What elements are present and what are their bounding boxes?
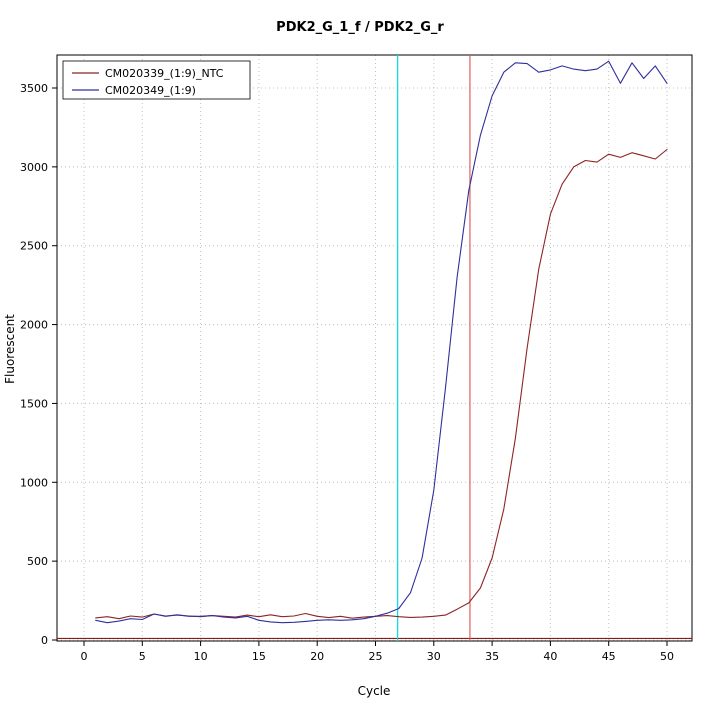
x-tick-label: 15: [252, 650, 266, 663]
x-tick-label: 10: [194, 650, 208, 663]
y-tick-label: 2500: [20, 240, 48, 253]
x-tick-label: 5: [139, 650, 146, 663]
x-tick-label: 35: [485, 650, 499, 663]
x-tick-label: 30: [427, 650, 441, 663]
series-line-1: [95, 60, 668, 624]
chart-title: PDK2_G_1_f / PDK2_G_r: [276, 20, 444, 35]
y-tick-label: 500: [27, 555, 48, 568]
series-line-0: [95, 148, 668, 620]
legend-label: CM020339_(1:9)_NTC: [105, 67, 224, 80]
y-tick-label: 1000: [20, 476, 48, 489]
x-tick-label: 0: [81, 650, 88, 663]
y-tick-label: 2000: [20, 319, 48, 332]
x-tick-label: 25: [369, 650, 383, 663]
y-axis-label: Fluorescent: [3, 314, 17, 384]
x-axis-label: Cycle: [357, 684, 391, 698]
x-tick-label: 45: [602, 650, 616, 663]
plot-border: [56, 54, 693, 642]
x-tick-label: 50: [660, 650, 674, 663]
y-tick-label: 3500: [20, 82, 48, 95]
x-tick-label: 20: [310, 650, 324, 663]
y-tick-label: 3000: [20, 161, 48, 174]
legend-box: [62, 60, 251, 100]
y-tick-label: 1500: [20, 397, 48, 410]
y-tick-label: 0: [41, 634, 48, 647]
legend-label: CM020349_(1:9): [105, 84, 196, 97]
x-tick-label: 40: [543, 650, 557, 663]
